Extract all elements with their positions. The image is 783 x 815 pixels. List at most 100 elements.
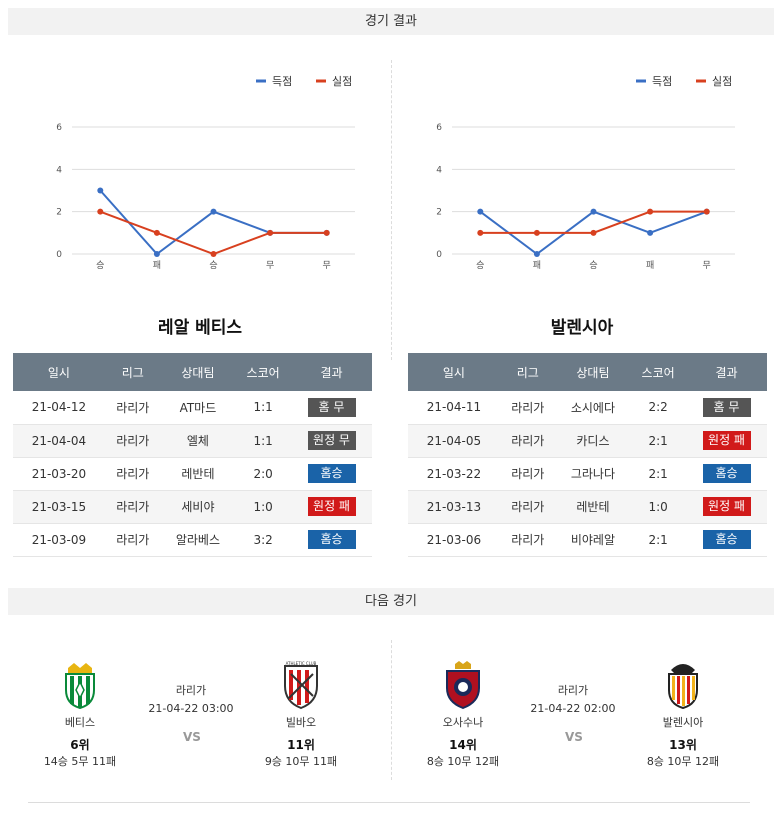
column-header: 일시 — [13, 353, 105, 391]
chart-betis: 득점 실점 0 2 4 6 승 패 승 무 무 — [20, 60, 380, 290]
chart-betis-svg: 득점 실점 0 2 4 6 승 패 승 무 무 — [56, 75, 355, 271]
legend-label: 실점 — [712, 75, 732, 88]
data-point-conceded — [533, 229, 540, 236]
next-match-2-home-name: 오사수나 — [442, 716, 484, 729]
bottom-divider — [28, 802, 750, 803]
result-badge: 원정 무 — [307, 431, 356, 450]
data-point-conceded — [323, 229, 330, 236]
data-point-conceded — [267, 229, 274, 236]
cell-result: 홈승 — [686, 523, 767, 557]
chart-valencia-svg: 득점 실점 0 2 4 6 승 패 승 패 무 — [436, 75, 735, 271]
cell-date: 21-03-15 — [13, 490, 105, 524]
data-point-conceded — [153, 229, 160, 236]
y-tick-label: 4 — [436, 165, 442, 175]
cell-score: 2:1 — [630, 523, 687, 557]
column-header: 스코어 — [630, 353, 687, 391]
cell-result: 홈승 — [291, 523, 372, 557]
next-match-2-away[interactable]: 발렌시아 13위 8승 10무 12패 — [638, 660, 728, 769]
cell-opponent: 비야레알 — [555, 523, 631, 557]
cell-result: 원정 패 — [686, 490, 767, 524]
next-section-header: 다음 경기 — [8, 588, 774, 615]
x-tick-label: 승 — [476, 260, 484, 271]
series-line-scored — [99, 189, 327, 256]
column-header: 결과 — [291, 353, 372, 391]
series-line-conceded — [480, 210, 707, 234]
result-badge: 원정 패 — [702, 497, 751, 516]
cell-opponent: 세비야 — [160, 490, 236, 524]
next-match-1-info: 라리가 21-04-22 03:00 — [141, 682, 241, 715]
next-match-1-away[interactable]: ATHLETIC CLUB 빌바오 11위 9승 10무 11패 — [256, 660, 346, 769]
cell-result: 홈 무 — [686, 391, 767, 425]
data-point-conceded — [590, 229, 597, 236]
column-header: 결과 — [686, 353, 767, 391]
cell-date: 21-03-09 — [13, 523, 105, 557]
next-match-1-away-rank: 11위 — [287, 738, 315, 752]
cell-score: 1:0 — [235, 490, 292, 524]
x-tick-label: 무 — [703, 260, 711, 271]
table-row: 21-04-12 라리가 AT마드 1:1 홈 무 — [13, 391, 372, 425]
result-badge: 홈승 — [702, 530, 751, 549]
x-tick-label: 승 — [589, 260, 597, 271]
result-badge: 원정 패 — [702, 431, 751, 450]
next-divider — [391, 640, 392, 780]
data-point-conceded — [477, 229, 484, 236]
y-tick-label: 6 — [436, 123, 442, 133]
legend-label: 득점 — [652, 75, 672, 88]
cell-score: 2:1 — [630, 457, 687, 491]
x-tick-label: 무 — [266, 260, 274, 271]
next-match-2-away-name: 발렌시아 — [662, 716, 704, 729]
next-match-2-home-rank: 14위 — [449, 738, 477, 752]
cell-opponent: 소시에다 — [555, 391, 631, 425]
data-point-scored — [210, 208, 217, 215]
x-tick-label: 패 — [533, 260, 541, 271]
table-row: 21-03-09 라리가 알라베스 3:2 홈승 — [13, 523, 372, 557]
data-point-scored — [590, 208, 597, 215]
column-header: 일시 — [408, 353, 500, 391]
osasuna-crest-icon — [441, 660, 485, 710]
cell-opponent: 그라나다 — [555, 457, 631, 491]
table-row: 21-03-22 라리가 그라나다 2:1 홈승 — [408, 457, 767, 491]
cell-date: 21-03-22 — [408, 457, 500, 491]
cell-date: 21-03-20 — [13, 457, 105, 491]
column-header: 리그 — [104, 353, 161, 391]
cell-date: 21-04-12 — [13, 391, 105, 425]
table-row: 21-03-06 라리가 비야레알 2:1 홈승 — [408, 523, 767, 557]
table-row: 21-03-20 라리가 레반테 2:0 홈승 — [13, 457, 372, 491]
next-match-2-away-rank: 13위 — [669, 738, 697, 752]
next-match-1-vs: VS — [183, 730, 201, 744]
next-match-1-home-rank: 6위 — [70, 738, 90, 752]
y-tick-label: 6 — [56, 123, 62, 133]
cell-league: 라리가 — [104, 457, 161, 491]
svg-text:ATHLETIC CLUB: ATHLETIC CLUB — [286, 661, 317, 666]
column-header: 상대팀 — [160, 353, 236, 391]
x-tick-label: 무 — [323, 260, 331, 271]
y-tick-label: 0 — [56, 250, 62, 260]
team-title-valencia: 발렌시아 — [550, 318, 614, 338]
cell-score: 2:0 — [235, 457, 292, 491]
result-badge: 원정 패 — [307, 497, 356, 516]
athletic-club-crest-icon: ATHLETIC CLUB — [279, 660, 323, 710]
cell-score: 2:2 — [630, 391, 687, 425]
cell-score: 1:1 — [235, 424, 292, 458]
betis-crest-icon — [58, 660, 102, 710]
cell-league: 라리가 — [104, 424, 161, 458]
results-table-valencia: 일시 리그 상대팀 스코어 결과 21-04-11 라리가 소시에다 2:2 홈 무 21-04-… — [408, 353, 767, 557]
data-point-conceded — [703, 208, 710, 215]
next-match-2-home[interactable]: 오사수나 14위 8승 10무 12패 — [418, 660, 508, 769]
data-point-scored — [477, 208, 484, 215]
table-row: 21-04-11 라리가 소시에다 2:2 홈 무 — [408, 391, 767, 425]
team-title-betis: 레알 베티스 — [157, 318, 243, 338]
cell-league: 라리가 — [104, 523, 161, 557]
chart-valencia: 득점 실점 0 2 4 6 승 패 승 패 무 — [400, 60, 760, 290]
cell-league: 라리가 — [499, 490, 556, 524]
cell-opponent: 엘체 — [160, 424, 236, 458]
next-match-1-home[interactable]: 베티스 6위 14승 5무 11패 — [35, 660, 125, 769]
cell-score: 1:0 — [630, 490, 687, 524]
data-point-scored — [647, 229, 654, 236]
cell-result: 원정 패 — [686, 424, 767, 458]
cell-opponent: 레반테 — [555, 490, 631, 524]
cell-score: 1:1 — [235, 391, 292, 425]
valencia-crest-icon — [661, 660, 705, 710]
y-tick-label: 0 — [436, 250, 442, 260]
next-match-2-info: 라리가 21-04-22 02:00 — [523, 682, 623, 715]
